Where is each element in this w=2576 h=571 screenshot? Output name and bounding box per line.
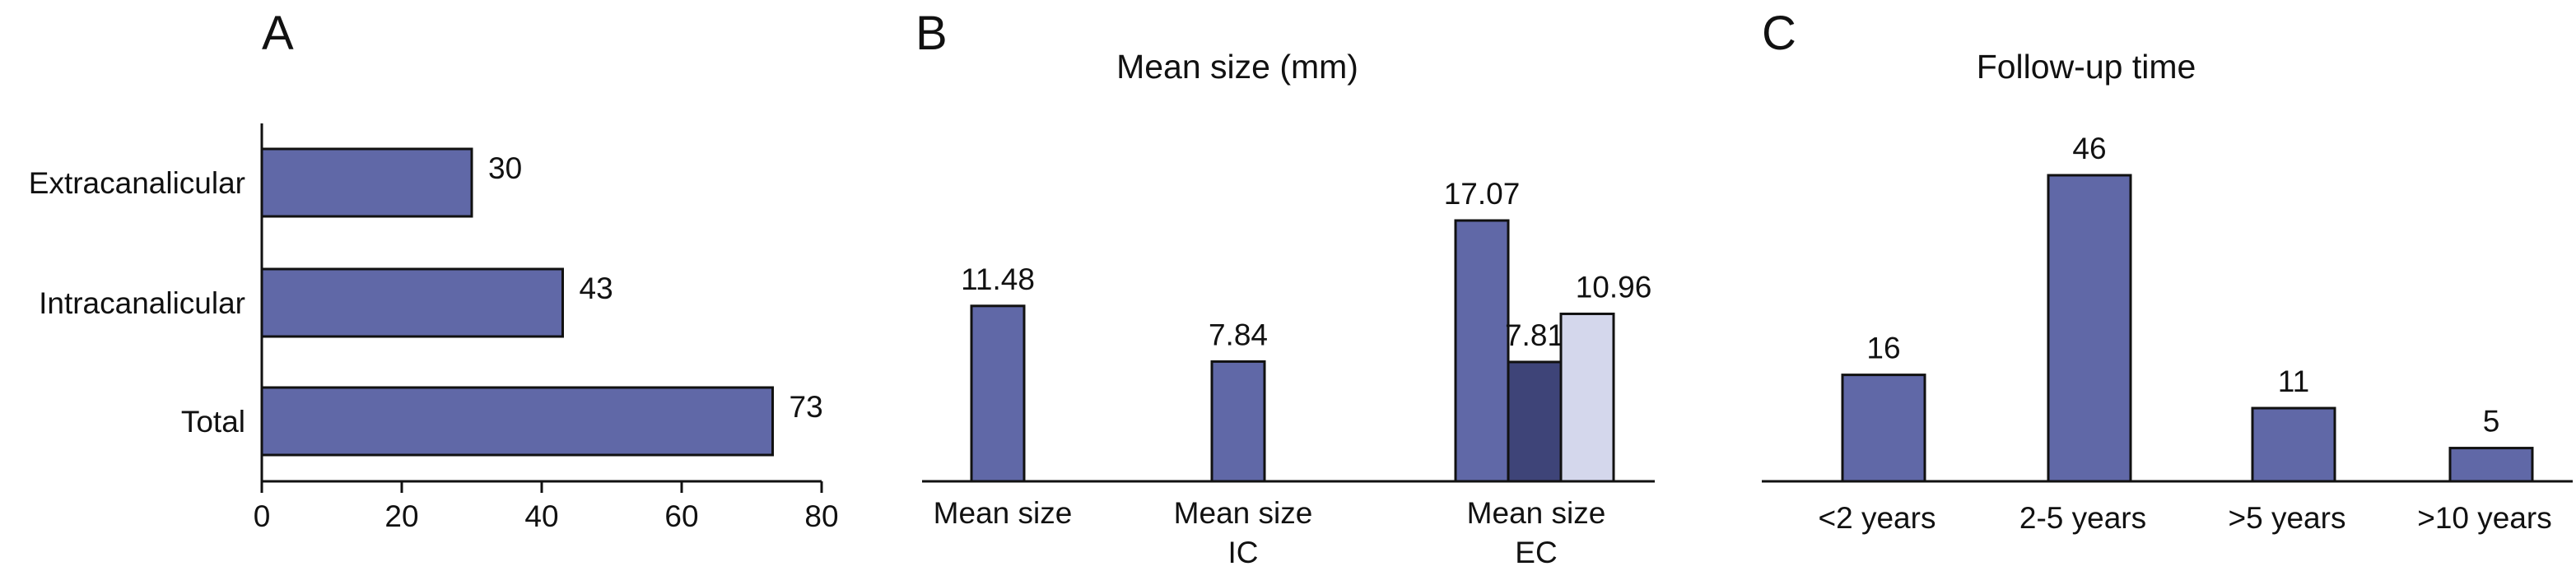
panel-b-title: Mean size (mm) [1116, 48, 1358, 86]
panel-b-category-label: Mean size [1467, 496, 1606, 530]
panel-c-category-label: 2-5 years [2019, 501, 2146, 535]
panel-a-letter: A [262, 7, 294, 60]
panel-b-bar [1507, 360, 1563, 483]
panel-a-tick-label: 60 [664, 499, 698, 533]
panel-a-category-label: Total [181, 405, 245, 439]
panel-c-category-label: <2 years [1819, 501, 1936, 535]
panel-b-bar [1559, 312, 1615, 483]
panel-a-bar [260, 386, 774, 457]
panel-a-tick-label: 40 [524, 499, 558, 533]
panel-b-bar [970, 304, 1026, 483]
panel-a-bar [260, 267, 564, 338]
panel-b-category-label: Mean size [934, 496, 1073, 530]
panel-a-tick-label: 20 [384, 499, 418, 533]
panel-c-bar [2448, 447, 2534, 483]
panel-b: 11.48 7.84 17.07 7.81 10.96 Mean size Mean siz… [922, 177, 1655, 569]
panel-b-value-label: 17.07 [1444, 177, 1521, 211]
panel-b-category-sublabel: IC [1228, 536, 1259, 569]
panel-a-bar [260, 147, 473, 218]
panel-c-letter: C [1762, 7, 1796, 60]
panel-c-bar [2047, 174, 2132, 483]
panel-b-category-label: Mean size [1174, 496, 1313, 530]
panel-c-value-label: 11 [2278, 364, 2309, 398]
panel-c-category-label: >5 years [2229, 501, 2346, 535]
panel-a-value-label: 73 [790, 390, 823, 424]
panel-a-category-label: Extracanalicular [29, 166, 245, 200]
panel-c-value-label: 46 [2072, 132, 2106, 165]
panel-b-bar [1210, 360, 1266, 483]
panel-c-title: Follow-up time [1977, 48, 2196, 86]
panel-b-value-label: 7.81 [1505, 318, 1564, 352]
panel-c-category-label: >10 years [2417, 501, 2552, 535]
panel-b-bar [1454, 219, 1510, 483]
panel-a-category-label: Intracanalicular [39, 286, 245, 320]
panel-a-tick-label: 0 [254, 499, 271, 533]
panel-c-value-label: 16 [1866, 332, 1900, 365]
panel-c-bar [1841, 374, 1926, 483]
panel-b-category-sublabel: EC [1515, 536, 1557, 569]
panel-b-value-label: 10.96 [1576, 270, 1652, 304]
panel-a-tick-label: 80 [804, 499, 838, 533]
panel-b-value-label: 7.84 [1209, 318, 1268, 351]
panel-c-bar [2251, 406, 2336, 483]
panel-a-value-label: 43 [580, 272, 613, 305]
panel-b-letter: B [915, 7, 948, 60]
panel-c-value-label: 5 [2483, 405, 2500, 439]
panel-b-value-label: 11.48 [961, 262, 1035, 296]
panel-a: Extracanalicular 30 Intracanalicular 43 Tota… [29, 123, 839, 533]
panel-c: 16 <2 years 46 2-5 years 11 >5 years 5 >10 year… [1762, 132, 2573, 535]
panel-a-value-label: 30 [488, 151, 522, 185]
